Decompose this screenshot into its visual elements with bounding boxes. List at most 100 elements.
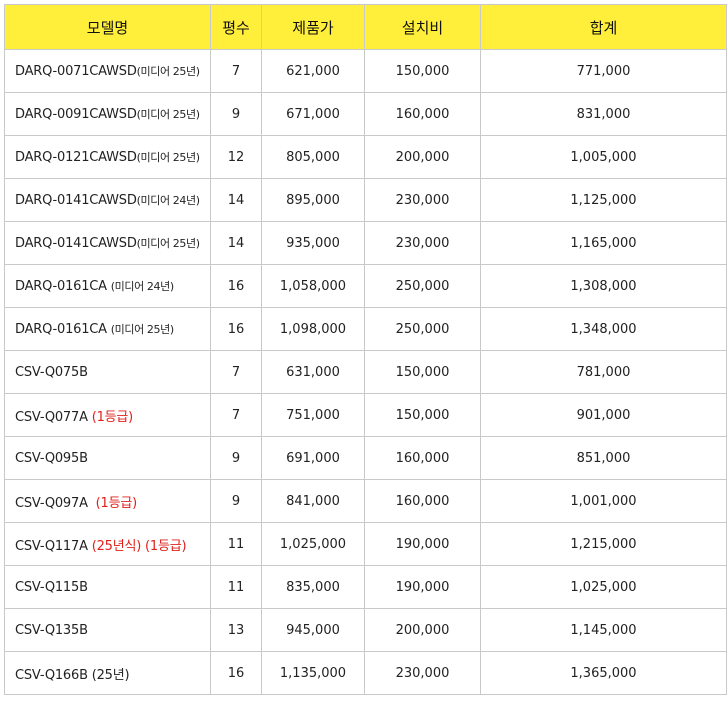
- cell-model: CSV-Q077A (1등급): [4, 393, 211, 437]
- cell-total: 1,145,000: [480, 608, 727, 652]
- cell-model: CSV-Q166B (25년): [4, 651, 211, 695]
- model-note: (미디어 25년): [136, 108, 200, 121]
- cell-install: 230,000: [364, 651, 481, 695]
- cell-price: 945,000: [261, 608, 365, 652]
- model-note: (미디어 25년): [136, 65, 200, 78]
- cell-size: 13: [210, 608, 262, 652]
- cell-install: 150,000: [364, 350, 481, 394]
- table-row: DARQ-0161CA (미디어 25년) 16 1,098,000 250,000 1…: [4, 307, 727, 351]
- cell-install: 190,000: [364, 565, 481, 609]
- header-size: 평수: [210, 4, 262, 50]
- cell-size: 9: [210, 92, 262, 136]
- cell-install: 160,000: [364, 479, 481, 523]
- cell-model: DARQ-0121CAWSD(미디어 25년): [4, 135, 211, 179]
- cell-price: 1,025,000: [261, 522, 365, 566]
- table-row: CSV-Q117A (25년식) (1등급) 11 1,025,000 190,000…: [4, 522, 727, 566]
- model-name: DARQ-0121CAWSD: [15, 150, 137, 165]
- price-table-container: 모델명 평수 제품가 설치비 합계 DARQ-0071CAWSD(미디어 25년…: [4, 4, 727, 695]
- cell-install: 230,000: [364, 221, 481, 265]
- model-name: CSV-Q077A: [15, 409, 92, 425]
- cell-size: 16: [210, 307, 262, 351]
- cell-model: CSV-Q117A (25년식) (1등급): [4, 522, 211, 566]
- cell-price: 841,000: [261, 479, 365, 523]
- cell-model: CSV-Q075B: [4, 350, 211, 394]
- cell-total: 1,365,000: [480, 651, 727, 695]
- cell-size: 16: [210, 264, 262, 308]
- cell-size: 9: [210, 436, 262, 480]
- cell-price: 691,000: [261, 436, 365, 480]
- cell-install: 160,000: [364, 92, 481, 136]
- model-name: CSV-Q075B: [15, 364, 88, 380]
- cell-total: 1,165,000: [480, 221, 727, 265]
- cell-price: 1,098,000: [261, 307, 365, 351]
- price-table: 모델명 평수 제품가 설치비 합계 DARQ-0071CAWSD(미디어 25년…: [4, 4, 727, 695]
- table-row: DARQ-0141CAWSD(미디어 24년) 14 895,000 230,000 1…: [4, 178, 727, 222]
- cell-size: 12: [210, 135, 262, 179]
- cell-install: 200,000: [364, 608, 481, 652]
- cell-model: CSV-Q095B: [4, 436, 211, 480]
- cell-price: 671,000: [261, 92, 365, 136]
- cell-install: 230,000: [364, 178, 481, 222]
- cell-model: DARQ-0161CA (미디어 25년): [4, 307, 211, 351]
- table-row: CSV-Q095B 9 691,000 160,000 851,000: [4, 436, 727, 480]
- model-name: CSV-Q166B (25년): [15, 667, 130, 683]
- cell-install: 250,000: [364, 307, 481, 351]
- model-name: DARQ-0071CAWSD: [15, 64, 137, 79]
- cell-model: CSV-Q115B: [4, 565, 211, 609]
- table-row: DARQ-0121CAWSD(미디어 25년) 12 805,000 200,000 1…: [4, 135, 727, 179]
- cell-total: 1,348,000: [480, 307, 727, 351]
- table-row: CSV-Q115B 11 835,000 190,000 1,025,000: [4, 565, 727, 609]
- cell-model: CSV-Q135B: [4, 608, 211, 652]
- cell-size: 14: [210, 178, 262, 222]
- model-grade-tag: (1등급): [91, 409, 134, 425]
- model-name: DARQ-0091CAWSD: [15, 107, 137, 122]
- model-name: DARQ-0141CAWSD: [15, 236, 137, 251]
- table-row: DARQ-0161CA (미디어 24년) 16 1,058,000 250,000 1…: [4, 264, 727, 308]
- table-header-row: 모델명 평수 제품가 설치비 합계: [4, 4, 727, 50]
- model-note: (미디어 25년): [110, 323, 174, 336]
- model-name: CSV-Q135B: [15, 622, 88, 638]
- cell-price: 805,000: [261, 135, 365, 179]
- cell-total: 831,000: [480, 92, 727, 136]
- model-note: (미디어 25년): [136, 151, 200, 164]
- table-row: CSV-Q097A (1등급) 9 841,000 160,000 1,001,000: [4, 479, 727, 523]
- cell-total: 1,308,000: [480, 264, 727, 308]
- cell-model: DARQ-0071CAWSD(미디어 25년): [4, 49, 211, 93]
- header-model: 모델명: [4, 4, 211, 50]
- model-name: CSV-Q095B: [15, 450, 88, 466]
- model-grade-tag: (1등급): [95, 495, 138, 511]
- model-name: CSV-Q115B: [15, 579, 88, 595]
- cell-install: 250,000: [364, 264, 481, 308]
- table-row: CSV-Q075B 7 631,000 150,000 781,000: [4, 350, 727, 394]
- model-note: (미디어 24년): [136, 194, 200, 207]
- cell-model: DARQ-0141CAWSD(미디어 24년): [4, 178, 211, 222]
- cell-total: 901,000: [480, 393, 727, 437]
- cell-model: DARQ-0161CA (미디어 24년): [4, 264, 211, 308]
- cell-install: 150,000: [364, 393, 481, 437]
- cell-size: 16: [210, 651, 262, 695]
- model-name: DARQ-0161CA: [15, 322, 111, 337]
- cell-size: 9: [210, 479, 262, 523]
- header-price: 제품가: [261, 4, 365, 50]
- cell-price: 895,000: [261, 178, 365, 222]
- cell-price: 935,000: [261, 221, 365, 265]
- cell-total: 781,000: [480, 350, 727, 394]
- cell-install: 150,000: [364, 49, 481, 93]
- header-total: 합계: [480, 4, 727, 50]
- cell-total: 1,025,000: [480, 565, 727, 609]
- table-row: DARQ-0071CAWSD(미디어 25년) 7 621,000 150,000 77…: [4, 49, 727, 93]
- cell-price: 1,058,000: [261, 264, 365, 308]
- cell-price: 835,000: [261, 565, 365, 609]
- cell-model: DARQ-0091CAWSD(미디어 25년): [4, 92, 211, 136]
- table-row: CSV-Q135B 13 945,000 200,000 1,145,000: [4, 608, 727, 652]
- model-note: (미디어 24년): [110, 280, 174, 293]
- cell-total: 1,001,000: [480, 479, 727, 523]
- cell-size: 11: [210, 565, 262, 609]
- cell-total: 851,000: [480, 436, 727, 480]
- cell-price: 621,000: [261, 49, 365, 93]
- cell-model: CSV-Q097A (1등급): [4, 479, 211, 523]
- cell-size: 11: [210, 522, 262, 566]
- cell-model: DARQ-0141CAWSD(미디어 25년): [4, 221, 211, 265]
- cell-price: 631,000: [261, 350, 365, 394]
- cell-size: 7: [210, 350, 262, 394]
